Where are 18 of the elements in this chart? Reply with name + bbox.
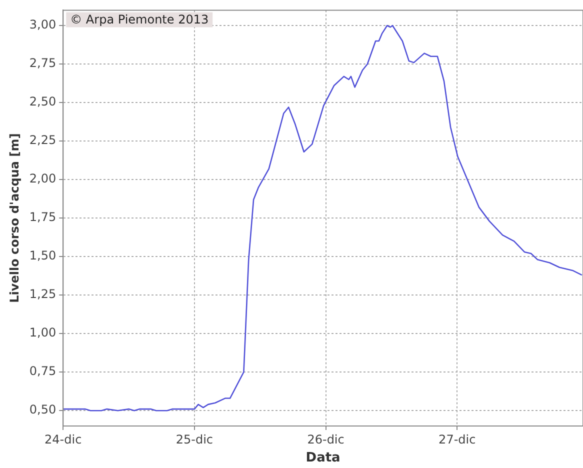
y-tick-label: 0,75 (29, 364, 56, 378)
y-tick-label: 2,75 (29, 56, 56, 70)
annotation: © Arpa Piemonte 2013 (70, 12, 209, 26)
y-tick-label: 2,25 (29, 133, 56, 148)
x-tick-label: 24-dic (44, 432, 82, 446)
y-tick-label: 1,00 (29, 326, 56, 340)
y-axis-title: Livello corso d'acqua [m] (7, 133, 22, 303)
y-tick-label: 1,75 (29, 210, 56, 224)
y-tick-label: 1,50 (29, 248, 56, 263)
x-tick-label: 26-dic (307, 432, 344, 446)
x-tick-label: 27-dic (438, 432, 476, 446)
y-tick-label: 2,50 (29, 94, 56, 109)
y-tick-label: 0,50 (29, 402, 56, 417)
x-axis-title: Data (306, 450, 340, 466)
y-tick-label: 2,00 (29, 172, 56, 186)
y-tick-label: 3,00 (29, 18, 56, 32)
y-tick-label: 1,25 (29, 287, 56, 302)
x-tick-label: 25-dic (176, 432, 214, 446)
